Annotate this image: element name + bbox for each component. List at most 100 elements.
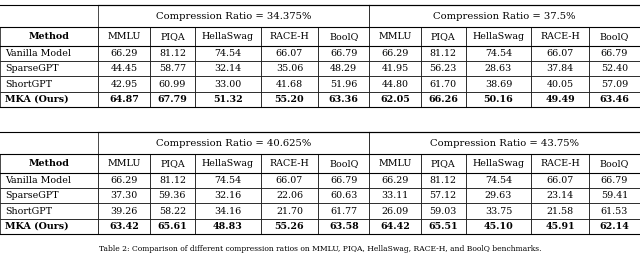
Text: 63.46: 63.46 — [600, 95, 630, 104]
Text: 41.95: 41.95 — [381, 65, 408, 73]
Text: 55.26: 55.26 — [275, 222, 304, 231]
Text: ShortGPT: ShortGPT — [5, 80, 52, 88]
Bar — [531, 46, 589, 61]
Text: 57.12: 57.12 — [429, 192, 457, 200]
Text: 28.63: 28.63 — [485, 65, 512, 73]
Bar — [420, 188, 465, 203]
Text: Compression Ratio = 37.5%: Compression Ratio = 37.5% — [433, 12, 576, 21]
Bar — [369, 173, 420, 188]
Bar — [195, 203, 260, 218]
Text: 33.75: 33.75 — [485, 207, 512, 215]
Text: 63.58: 63.58 — [329, 222, 358, 231]
Text: 59.03: 59.03 — [429, 207, 457, 215]
Text: Compression Ratio = 40.625%: Compression Ratio = 40.625% — [156, 139, 312, 148]
Bar — [99, 218, 150, 234]
Bar — [465, 218, 531, 234]
Bar — [369, 218, 420, 234]
Bar — [99, 132, 369, 154]
Text: 66.29: 66.29 — [381, 49, 409, 58]
Bar — [465, 92, 531, 107]
Bar — [589, 92, 640, 107]
Text: 74.54: 74.54 — [485, 49, 512, 58]
Text: 63.36: 63.36 — [329, 95, 358, 104]
Text: RACE-H: RACE-H — [540, 32, 580, 41]
Text: 57.09: 57.09 — [601, 80, 628, 88]
Bar — [369, 188, 420, 203]
Bar — [260, 92, 318, 107]
Text: HellaSwag: HellaSwag — [472, 159, 525, 168]
Bar — [369, 203, 420, 218]
Bar — [420, 46, 465, 61]
Text: 66.79: 66.79 — [601, 176, 628, 185]
Text: 33.11: 33.11 — [381, 192, 408, 200]
Text: 61.77: 61.77 — [330, 207, 357, 215]
Text: 44.45: 44.45 — [111, 65, 138, 73]
Bar — [260, 46, 318, 61]
Bar — [150, 27, 195, 46]
Text: RACE-H: RACE-H — [540, 159, 580, 168]
Bar — [0, 61, 99, 76]
Bar — [99, 154, 150, 173]
Bar — [260, 76, 318, 92]
Bar — [0, 203, 99, 218]
Bar — [195, 188, 260, 203]
Bar — [318, 46, 369, 61]
Bar — [150, 61, 195, 76]
Text: 21.70: 21.70 — [276, 207, 303, 215]
Text: 44.80: 44.80 — [381, 80, 408, 88]
Bar — [531, 188, 589, 203]
Text: 66.26: 66.26 — [428, 95, 458, 104]
Bar — [260, 173, 318, 188]
Bar — [318, 76, 369, 92]
Text: 66.07: 66.07 — [276, 49, 303, 58]
Bar — [420, 92, 465, 107]
Text: BoolQ: BoolQ — [600, 32, 629, 41]
Text: 49.49: 49.49 — [545, 95, 575, 104]
Bar — [318, 61, 369, 76]
Bar — [99, 173, 150, 188]
Bar — [318, 92, 369, 107]
Text: Vanilla Model: Vanilla Model — [5, 176, 71, 185]
Text: 55.20: 55.20 — [275, 95, 304, 104]
Bar — [150, 46, 195, 61]
Bar — [589, 46, 640, 61]
Text: 23.14: 23.14 — [547, 192, 574, 200]
Text: 62.05: 62.05 — [380, 95, 410, 104]
Text: 50.16: 50.16 — [484, 95, 513, 104]
Bar — [589, 188, 640, 203]
Text: RACE-H: RACE-H — [269, 159, 309, 168]
Text: 66.79: 66.79 — [601, 49, 628, 58]
Bar — [369, 132, 640, 154]
Text: 59.41: 59.41 — [601, 192, 628, 200]
Bar — [420, 154, 465, 173]
Bar — [531, 27, 589, 46]
Bar — [195, 218, 260, 234]
Text: Compression Ratio = 34.375%: Compression Ratio = 34.375% — [156, 12, 312, 21]
Bar — [465, 188, 531, 203]
Bar — [465, 76, 531, 92]
Text: PIQA: PIQA — [160, 32, 185, 41]
Bar — [0, 27, 99, 46]
Text: Method: Method — [29, 32, 70, 41]
Bar — [99, 27, 150, 46]
Bar — [0, 154, 99, 173]
Bar — [99, 5, 369, 27]
Bar — [420, 218, 465, 234]
Bar — [150, 173, 195, 188]
Text: 21.58: 21.58 — [547, 207, 574, 215]
Text: 81.12: 81.12 — [159, 49, 186, 58]
Text: HellaSwag: HellaSwag — [202, 159, 254, 168]
Text: 42.95: 42.95 — [111, 80, 138, 88]
Bar — [369, 46, 420, 61]
Text: PIQA: PIQA — [431, 159, 456, 168]
Text: 32.14: 32.14 — [214, 65, 241, 73]
Bar — [531, 173, 589, 188]
Bar — [465, 154, 531, 173]
Text: 81.12: 81.12 — [429, 49, 457, 58]
Text: 61.53: 61.53 — [601, 207, 628, 215]
Bar — [260, 218, 318, 234]
Bar — [260, 203, 318, 218]
Bar — [99, 46, 150, 61]
Text: 58.22: 58.22 — [159, 207, 186, 215]
Text: 62.14: 62.14 — [600, 222, 630, 231]
